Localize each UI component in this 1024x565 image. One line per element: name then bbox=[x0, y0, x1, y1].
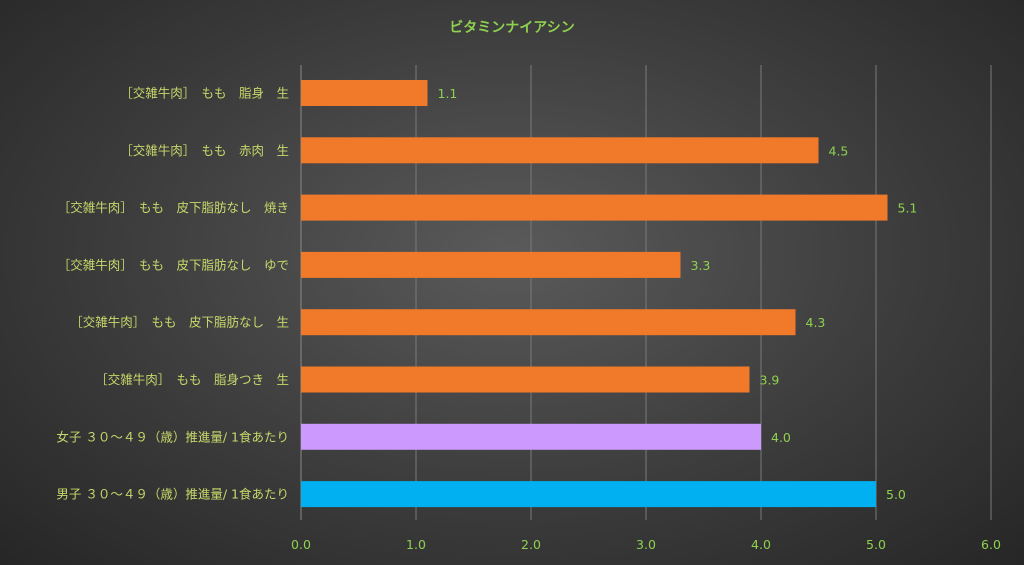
bar bbox=[301, 309, 796, 336]
bar bbox=[301, 423, 761, 450]
bars bbox=[301, 80, 888, 508]
bar bbox=[301, 251, 681, 278]
x-tick-label: 0.0 bbox=[291, 537, 311, 552]
bar bbox=[301, 137, 819, 164]
x-tick-label: 1.0 bbox=[406, 537, 426, 552]
category-label: ［交雑牛肉］ もも 皮下脂肪なし 生 bbox=[70, 315, 289, 330]
data-label: 4.3 bbox=[806, 315, 826, 330]
bar bbox=[301, 80, 428, 106]
data-label: 5.1 bbox=[898, 201, 918, 216]
data-label: 4.0 bbox=[771, 430, 791, 445]
tick-labels: 0.0 1.0 2.0 3.0 4.0 5.0 6.0 bbox=[291, 537, 1001, 552]
category-label: ［交雑牛肉］ もも 脂身 生 bbox=[120, 86, 289, 101]
x-tick-label: 6.0 bbox=[981, 537, 1001, 552]
bar bbox=[301, 366, 750, 393]
x-tick-label: 2.0 bbox=[521, 537, 541, 552]
x-tick-label: 4.0 bbox=[751, 537, 771, 552]
x-tick-label: 3.0 bbox=[636, 537, 656, 552]
grid bbox=[300, 65, 992, 520]
data-label: 3.3 bbox=[691, 258, 711, 273]
category-labels: ［交雑牛肉］ もも 脂身 生 ［交雑牛肉］ もも 赤肉 生 ［交雑牛肉］ もも 皮下… bbox=[56, 86, 289, 502]
data-label: 5.0 bbox=[886, 487, 906, 502]
category-label: ［交雑牛肉］ もも 赤肉 生 bbox=[120, 143, 289, 158]
data-label: 1.1 bbox=[438, 86, 458, 101]
category-label: 男子 ３０～４９（歳）推進量/ 1食あたり bbox=[56, 487, 289, 502]
data-label: 4.5 bbox=[829, 143, 849, 158]
category-label: ［交雑牛肉］ もも 脂身つき 生 bbox=[95, 372, 289, 387]
bar bbox=[301, 194, 888, 221]
category-label: ［交雑牛肉］ もも 皮下脂肪なし 焼き bbox=[58, 200, 289, 215]
x-tick-label: 5.0 bbox=[866, 537, 886, 552]
category-label: ［交雑牛肉］ もも 皮下脂肪なし ゆで bbox=[58, 257, 289, 272]
data-label: 3.9 bbox=[760, 373, 780, 388]
bar bbox=[301, 481, 876, 508]
data-labels: 1.1 4.5 5.1 3.3 4.3 3.9 4.0 5.0 bbox=[438, 86, 918, 502]
chart-title: ビタミンナイアシン bbox=[449, 20, 574, 36]
category-label: 女子 ３０～４９（歳）推進量/ 1食あたり bbox=[56, 429, 289, 444]
